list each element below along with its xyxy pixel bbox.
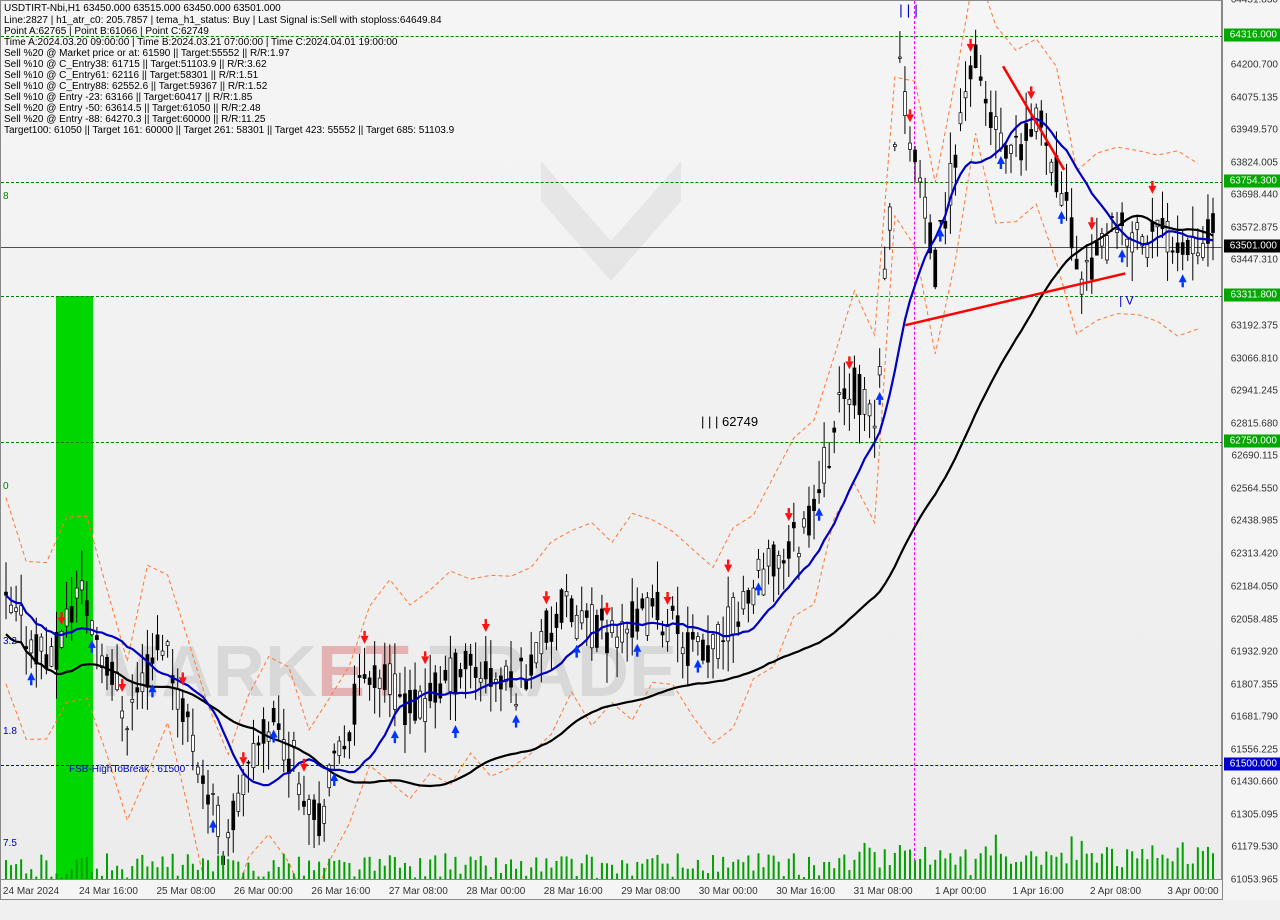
y-tick: 63949.570 [1231, 125, 1278, 136]
info-line: Sell %20 @ Entry -88: 64270.3 || Target:… [4, 114, 265, 125]
x-tick: 29 Mar 08:00 [621, 886, 680, 897]
x-tick: 3 Apr 00:00 [1167, 886, 1218, 897]
y-tick: 62184.050 [1231, 582, 1278, 593]
svg-text:| | |: | | | [899, 1, 918, 17]
price-label: 62750.000 [1224, 434, 1280, 447]
y-tick: 61430.660 [1231, 777, 1278, 788]
x-tick: 26 Mar 16:00 [311, 886, 370, 897]
x-tick: 24 Mar 16:00 [79, 886, 138, 897]
info-line: Sell %10 @ C_Entry38: 61715 || Target:51… [4, 59, 267, 70]
x-tick: 1 Apr 00:00 [935, 886, 986, 897]
y-tick: 62058.485 [1231, 614, 1278, 625]
y-tick: 63572.875 [1231, 222, 1278, 233]
y-tick: 64200.700 [1231, 60, 1278, 71]
level-label-8: 8 [3, 191, 9, 202]
y-tick: 62941.245 [1231, 386, 1278, 397]
y-tick: 63824.005 [1231, 157, 1278, 168]
info-line: Sell %10 @ Entry -23: 63166 || Target:60… [4, 92, 252, 103]
x-tick: 24 Mar 2024 [3, 886, 59, 897]
x-tick: 25 Mar 08:00 [156, 886, 215, 897]
y-tick: 61932.920 [1231, 647, 1278, 658]
x-tick: 28 Mar 16:00 [544, 886, 603, 897]
y-tick: 61179.530 [1231, 842, 1278, 853]
x-axis: 24 Mar 2024 24 Mar 16:00 25 Mar 08:00 26 Ma… [1, 879, 1223, 899]
mid-price-label: | | | 62749 [701, 414, 758, 425]
price-label: 63501.000 [1224, 240, 1280, 253]
info-line: Target100: 61050 || Target 161: 60000 ||… [4, 125, 454, 136]
y-tick: 62690.115 [1231, 451, 1278, 462]
y-axis: 64451.830 64200.700 64075.135 63949.570 6382… [1222, 0, 1280, 900]
svg-text:| V: | V [1119, 293, 1133, 307]
x-tick: 26 Mar 00:00 [234, 886, 293, 897]
y-tick: 61053.965 [1231, 875, 1278, 886]
info-line: Time A:2024.03.20 09:00:00 | Time B:2024… [4, 37, 397, 48]
info-line: Point A:62765 | Point B:61066 | Point C:… [4, 26, 209, 37]
y-tick: 63066.810 [1231, 353, 1278, 364]
y-tick: 63192.375 [1231, 321, 1278, 332]
info-line: Sell %20 @ Entry -50: 63614.5 || Target:… [4, 103, 261, 114]
price-label: 63754.300 [1224, 174, 1280, 187]
price-label: 64316.000 [1224, 29, 1280, 42]
x-tick: 27 Mar 08:00 [389, 886, 448, 897]
x-tick: 31 Mar 08:00 [854, 886, 913, 897]
y-tick: 62815.680 [1231, 418, 1278, 429]
x-tick: 30 Mar 00:00 [699, 886, 758, 897]
fsb-label: FSB-HighToBreak : 61500 [69, 764, 185, 775]
y-tick: 64451.830 [1231, 0, 1278, 6]
x-tick: 30 Mar 16:00 [776, 886, 835, 897]
price-label: 63311.800 [1224, 289, 1280, 302]
small-label-75: 7.5 [3, 838, 17, 849]
y-tick: 61681.790 [1231, 712, 1278, 723]
x-tick: 1 Apr 16:00 [1012, 886, 1063, 897]
y-tick: 64075.135 [1231, 92, 1278, 103]
x-tick: 28 Mar 00:00 [466, 886, 525, 897]
y-tick: 62313.420 [1231, 548, 1278, 559]
x-tick: 2 Apr 08:00 [1090, 886, 1141, 897]
y-tick: 61556.225 [1231, 744, 1278, 755]
level-label-0: 0 [3, 481, 9, 492]
y-tick: 63447.310 [1231, 255, 1278, 266]
small-label-18: 1.8 [3, 726, 17, 737]
y-tick: 61305.095 [1231, 809, 1278, 820]
info-line: Line:2827 | h1_atr_c0: 205.7857 | tema_h… [4, 15, 442, 26]
y-tick: 61807.355 [1231, 679, 1278, 690]
y-tick: 63698.440 [1231, 190, 1278, 201]
symbol-header: USDTIRT-Nbi,H1 63450.000 63515.000 63450… [4, 3, 281, 14]
info-line: Sell %20 @ Market price or at: 61590 || … [4, 48, 290, 59]
small-label-32: 3.2 [3, 636, 17, 647]
price-label: 61500.000 [1224, 758, 1280, 771]
y-tick: 62438.985 [1231, 516, 1278, 527]
y-tick: 62564.550 [1231, 483, 1278, 494]
info-line: Sell %10 @ C_Entry88: 62552.6 || Target:… [4, 81, 267, 92]
chart-area[interactable]: MARKET TRADE | | || V USDTIRT-Nbi,H1 634… [0, 0, 1222, 900]
info-line: Sell %10 @ C_Entry61: 62116 || Target:58… [4, 70, 258, 81]
